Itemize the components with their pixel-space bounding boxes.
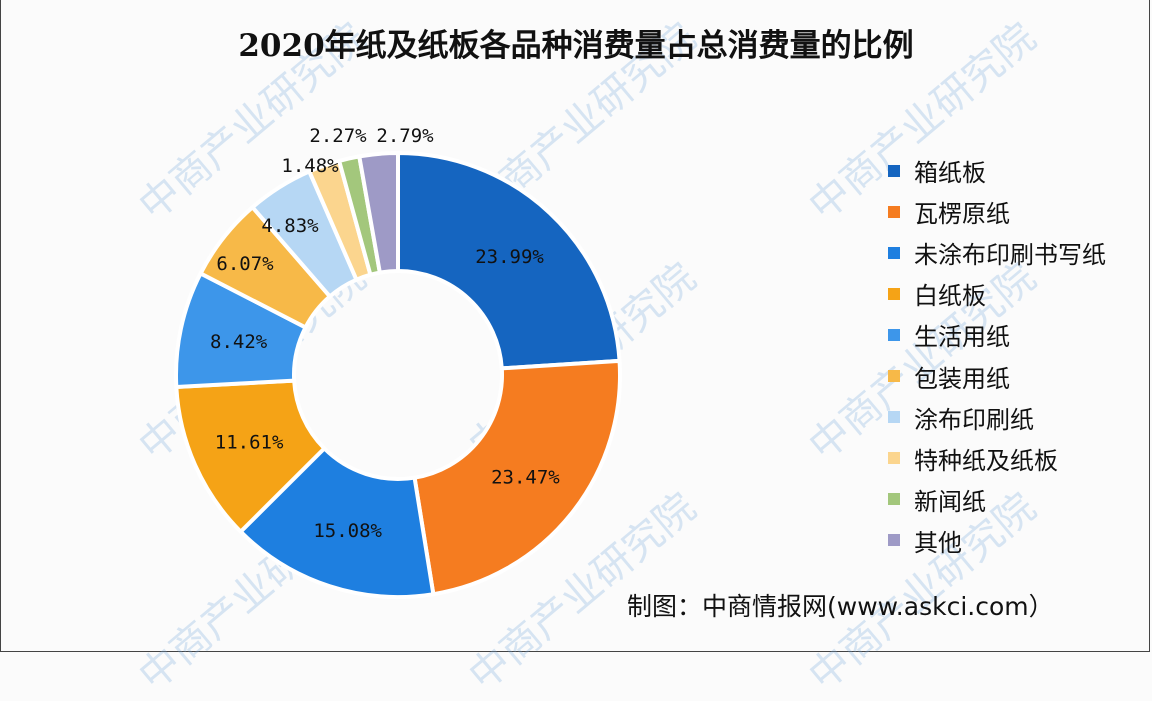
legend-item: 瓦楞原纸 [888,191,1106,232]
chart-title: 2020年纸及纸板各品种消费量占总消费量的比例 [238,28,914,64]
legend-item: 箱纸板 [888,150,1106,191]
legend-item: 包装用纸 [888,355,1106,396]
slice-labels: 23.99% 23.47% 15.08% 11.61% 8.42% 6.07% 4.83% 2… [210,125,560,542]
donut-slice [174,378,328,535]
legend-label: 箱纸板 [914,159,986,188]
legend-item: 其他 [888,520,1106,561]
slice-label: 2.27% [309,125,367,147]
legend-item: 生活用纸 [888,314,1106,355]
legend-item: 特种纸及纸板 [888,438,1106,479]
legend-swatch-icon [888,411,900,424]
slice-label: 1.48% [281,155,339,177]
donut-chart: 23.99% 23.47% 15.08% 11.61% 8.42% 6.07% 4.83% 2… [174,125,622,599]
slice-label: 15.08% [313,520,382,542]
donut-slices [174,150,622,599]
legend: 箱纸板瓦楞原纸未涂布印刷书写纸 白纸板生活用纸包装用纸涂布印刷纸特种纸及纸板 新闻纸… [888,150,1106,561]
donut-slice [396,150,622,371]
legend-swatch-icon [888,534,900,547]
legend-swatch-icon [888,370,900,383]
legend-label: 生活用纸 [914,323,1010,352]
slice-label: 4.83% [261,215,319,237]
legend-swatch-icon [888,164,900,177]
legend-label: 瓦楞原纸 [914,200,1010,229]
source-credit: 制图：中商情报网(www.askci.com） [627,592,1054,621]
legend-swatch-icon [888,287,900,300]
slice-label: 23.99% [475,246,544,268]
legend-swatch-icon [888,493,900,506]
legend-swatch-icon [888,205,900,218]
legend-label: 白纸板 [914,282,986,311]
legend-swatch-icon [888,246,900,259]
legend-label: 新闻纸 [914,487,986,516]
legend-label: 包装用纸 [914,364,1010,393]
slice-label: 8.42% [210,331,268,353]
donut-slice [412,358,622,597]
slice-label: 11.61% [215,431,284,453]
slice-label: 2.79% [376,125,434,147]
chart-frame [0,0,1150,652]
legend-label: 其他 [914,528,962,557]
donut-slice [356,150,400,275]
legend-label: 涂布印刷纸 [914,405,1034,434]
legend-item: 白纸板 [888,273,1106,314]
legend-label: 特种纸及纸板 [914,446,1058,475]
slice-label: 6.07% [216,253,274,275]
legend-swatch-icon [888,328,900,341]
legend-item: 新闻纸 [888,479,1106,520]
slice-label: 23.47% [491,467,560,489]
legend-item: 未涂布印刷书写纸 [888,232,1106,273]
legend-item: 涂布印刷纸 [888,397,1106,438]
legend-swatch-icon [888,452,900,465]
legend-label: 未涂布印刷书写纸 [914,241,1106,270]
